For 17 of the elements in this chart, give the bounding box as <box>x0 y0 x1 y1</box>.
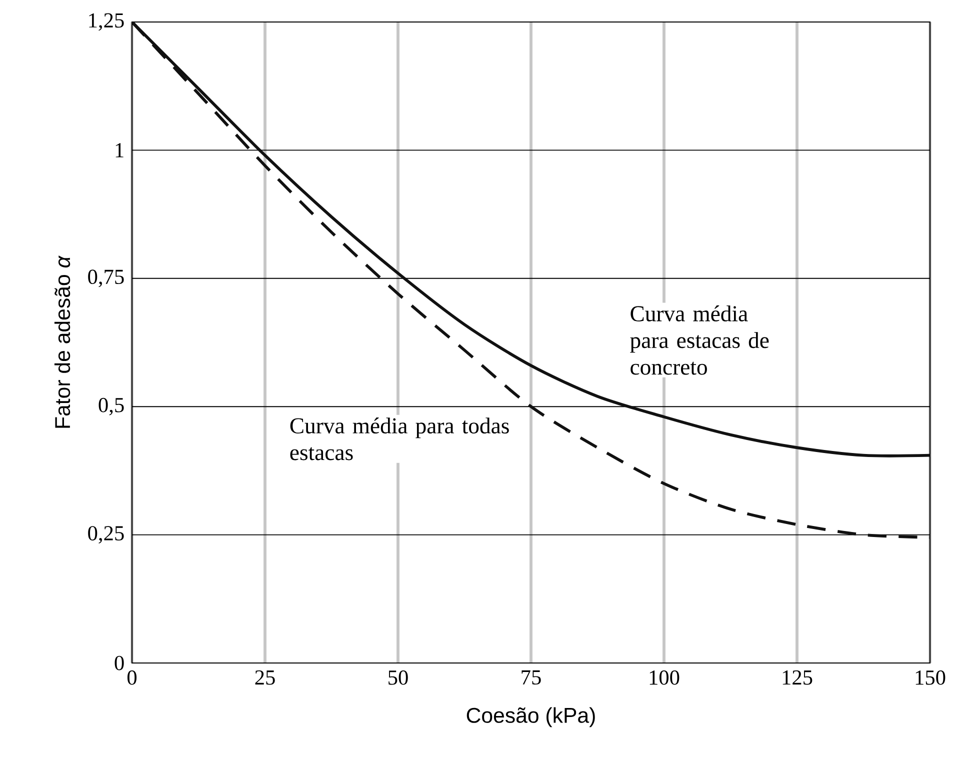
x-tick-label: 50 <box>388 670 408 685</box>
y-axis-title: Fator de adesão α <box>54 256 70 428</box>
y-tick-label: 0,75 <box>88 270 124 288</box>
series-label: Curva média para todas estacas <box>290 418 509 460</box>
x-tick-label: 0 <box>127 670 137 685</box>
x-tick-label: 100 <box>650 670 680 685</box>
y-tick-label: 0,25 <box>88 526 124 544</box>
x-tick-label: 125 <box>782 670 812 685</box>
y-tick-label: 1 <box>116 143 124 158</box>
x-axis-title: Coesão (kPa) <box>466 707 595 728</box>
x-tick-label: 25 <box>255 670 275 685</box>
y-tick-label: 0,5 <box>98 398 124 416</box>
y-tick-label: 0 <box>114 656 124 670</box>
x-tick-label: 150 <box>916 670 946 685</box>
x-tick-label: 75 <box>522 670 541 685</box>
y-tick-label: 1,25 <box>89 13 124 31</box>
series-label: Curva média para estacas de concreto <box>630 305 769 375</box>
